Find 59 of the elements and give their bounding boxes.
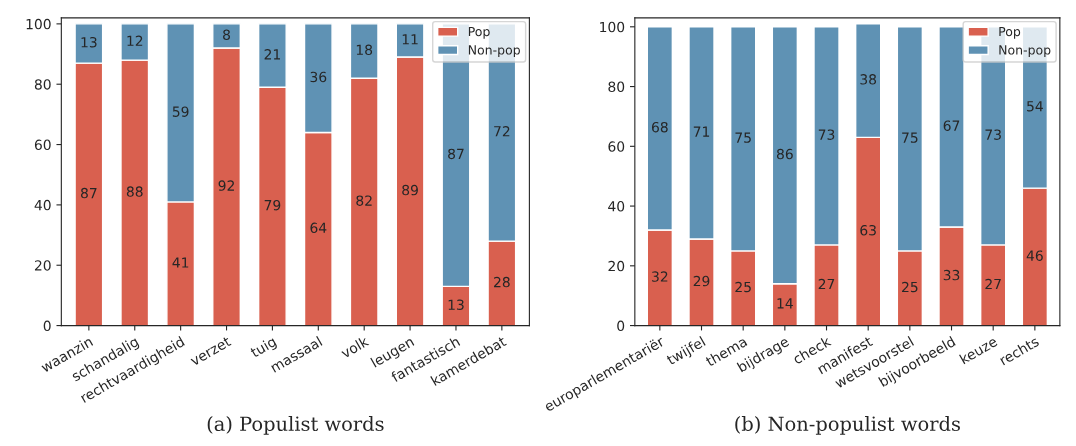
data-label: 72 xyxy=(494,126,510,137)
data-label: 12 xyxy=(127,35,143,46)
data-label: 89 xyxy=(402,184,418,196)
data-label: 25 xyxy=(902,281,918,293)
text: (b) Non-populist words xyxy=(735,416,960,435)
data-label: 71 xyxy=(693,126,710,137)
data-label: 8 xyxy=(223,29,230,40)
data-label: 33 xyxy=(943,269,960,281)
data-label: 88 xyxy=(126,186,143,197)
data-label: 29 xyxy=(693,275,710,287)
data-label: 82 xyxy=(356,195,372,206)
data-label: 54 xyxy=(1027,101,1043,112)
data-label: 36 xyxy=(310,71,327,83)
data-label: 11 xyxy=(402,34,418,45)
data-label: 63 xyxy=(860,224,876,236)
x-tick-label: volk xyxy=(339,335,370,359)
data-label: 73 xyxy=(985,129,1001,140)
y-tick-label: 100 xyxy=(26,18,51,30)
legend-label: Pop xyxy=(999,26,1021,39)
y-tick-label: 60 xyxy=(608,141,625,152)
y-tick-label: 80 xyxy=(608,81,625,93)
y-tick-label: 80 xyxy=(34,79,51,90)
legend-label: Non-pop xyxy=(468,45,520,58)
data-label: 27 xyxy=(985,278,1001,290)
y-tick-label: 20 xyxy=(34,260,51,271)
legend-label: Non-pop xyxy=(999,45,1051,58)
data-label: 64 xyxy=(310,222,327,234)
data-label: 87 xyxy=(448,148,464,160)
data-label: 68 xyxy=(651,121,668,133)
data-label: 18 xyxy=(356,44,373,56)
y-tick-label: 60 xyxy=(34,139,51,151)
data-label: 27 xyxy=(818,278,835,290)
data-label: 28 xyxy=(494,276,510,288)
data-label: 75 xyxy=(735,132,751,143)
data-label: 75 xyxy=(902,132,918,143)
data-label: 25 xyxy=(735,281,751,293)
data-label: 38 xyxy=(860,74,877,85)
data-label: 41 xyxy=(172,257,189,268)
data-label: 86 xyxy=(776,148,793,160)
data-label: 59 xyxy=(172,106,189,117)
data-label: 67 xyxy=(943,120,960,131)
text: (a) Populist words xyxy=(207,416,384,435)
data-label: 79 xyxy=(264,199,281,211)
data-label: 14 xyxy=(777,298,793,309)
data-label: 87 xyxy=(80,187,97,199)
y-tick-label: 0 xyxy=(43,320,51,332)
data-label: 13 xyxy=(448,299,464,310)
data-label: 92 xyxy=(218,180,234,191)
data-label: 32 xyxy=(652,271,668,282)
y-tick-label: 100 xyxy=(600,21,625,33)
data-label: 21 xyxy=(264,49,280,60)
data-label: 73 xyxy=(818,129,835,140)
y-tick-label: 40 xyxy=(608,201,625,212)
y-tick-label: 0 xyxy=(617,320,625,332)
legend-label: Pop xyxy=(468,26,490,39)
data-label: 13 xyxy=(81,37,97,48)
y-tick-label: 20 xyxy=(608,260,625,272)
data-label: 46 xyxy=(1026,250,1043,261)
y-tick-label: 40 xyxy=(34,199,51,211)
